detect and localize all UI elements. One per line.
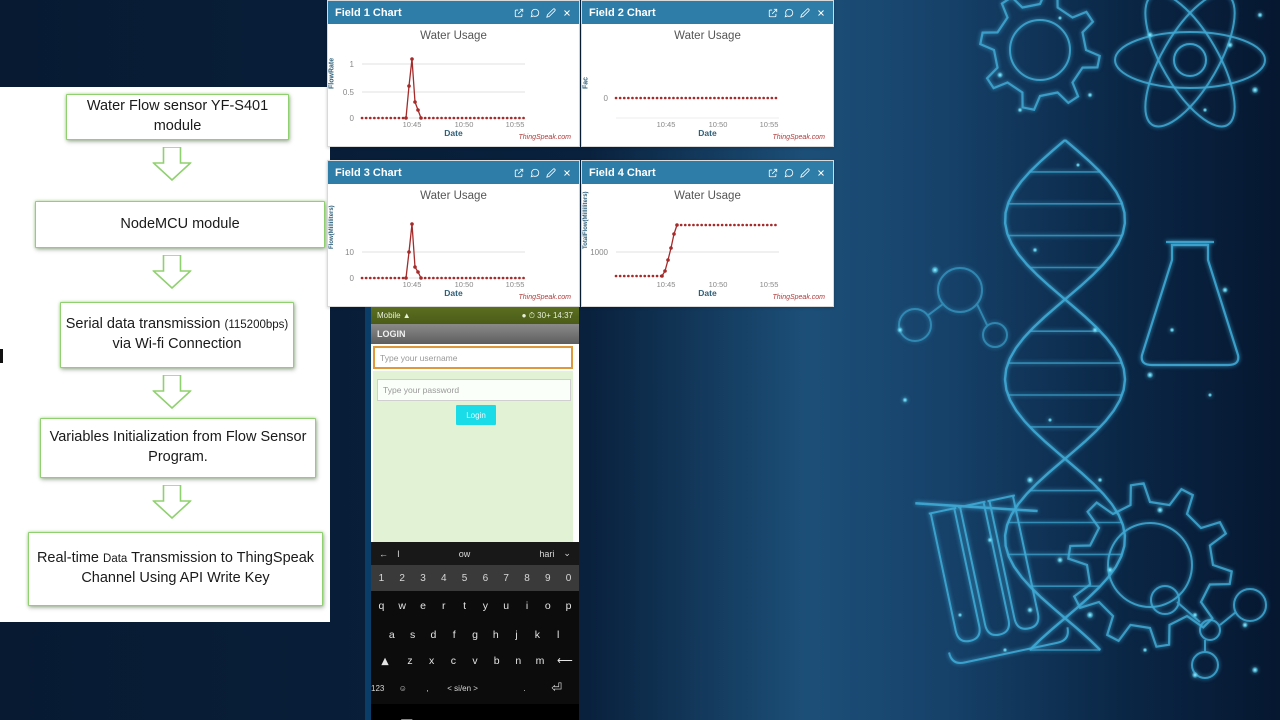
svg-text:0.5: 0.5 (343, 88, 355, 97)
svg-text:0: 0 (350, 274, 355, 283)
svg-text:0: 0 (350, 114, 355, 123)
svg-text:0: 0 (604, 94, 609, 103)
svg-text:10: 10 (345, 248, 354, 257)
svg-text:1000: 1000 (590, 248, 608, 257)
svg-text:1: 1 (350, 60, 355, 69)
